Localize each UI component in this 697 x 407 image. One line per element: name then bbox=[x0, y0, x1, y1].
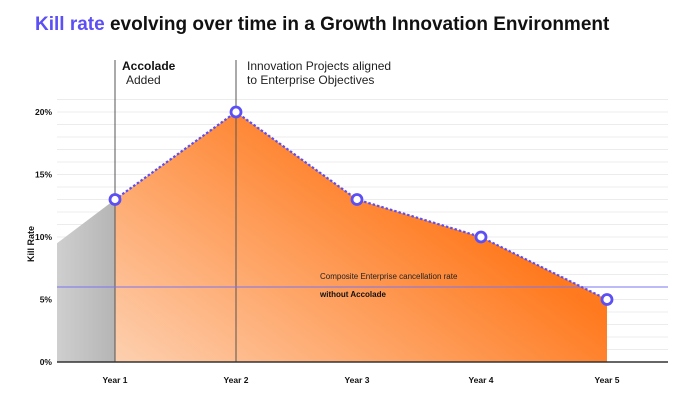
y-tick-label: 15% bbox=[35, 170, 52, 180]
y-tick-label: 10% bbox=[35, 232, 52, 242]
y-axis-label: Kill Rate bbox=[26, 226, 36, 262]
y-tick-label: 5% bbox=[40, 295, 53, 305]
data-point bbox=[108, 193, 122, 206]
title-highlight: Kill rate bbox=[35, 14, 105, 35]
title-rest: evolving over time in a Growth Innovatio… bbox=[104, 14, 610, 35]
annotation-text: Innovation Projects aligned bbox=[247, 59, 391, 73]
annotation-title: Accolade bbox=[122, 59, 176, 73]
kill-rate-area bbox=[115, 112, 607, 362]
data-point bbox=[600, 293, 614, 306]
x-tick-label: Year 1 bbox=[102, 375, 127, 385]
data-point bbox=[229, 105, 243, 119]
reference-label: Composite Enterprise cancellation rate bbox=[320, 272, 458, 281]
annotation-text: to Enterprise Objectives bbox=[247, 73, 374, 87]
x-tick-label: Year 3 bbox=[344, 375, 369, 385]
y-tick-label: 0% bbox=[40, 357, 53, 367]
chart-title: Kill rate evolving over time in a Growth… bbox=[35, 14, 609, 36]
data-point bbox=[474, 230, 488, 244]
pre-period-area bbox=[57, 199, 115, 362]
data-point bbox=[350, 193, 364, 206]
annotation-text: Added bbox=[126, 73, 161, 87]
x-tick-label: Year 5 bbox=[594, 375, 619, 385]
x-tick-label: Year 4 bbox=[468, 375, 493, 385]
x-tick-label: Year 2 bbox=[223, 375, 248, 385]
reference-label-bold: without Accolade bbox=[319, 290, 386, 299]
y-tick-label: 20% bbox=[35, 107, 52, 117]
